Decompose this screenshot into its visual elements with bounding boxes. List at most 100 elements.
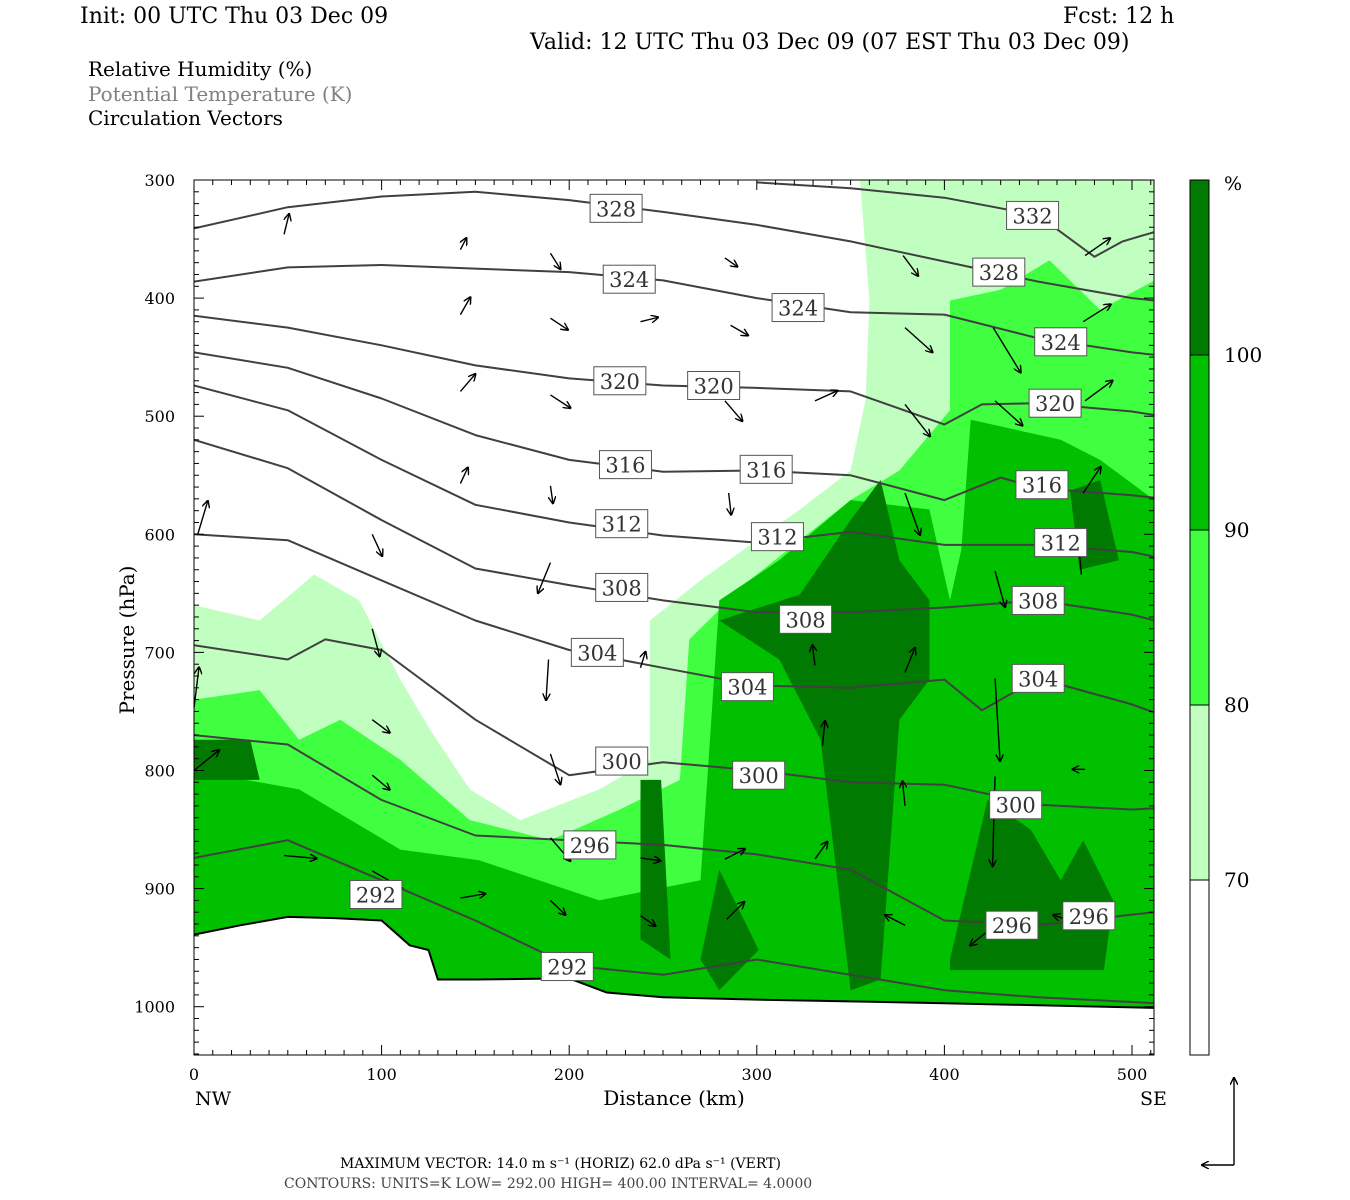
contour-label-box [563, 830, 617, 860]
contour-label-box [985, 910, 1039, 940]
forecast-hour: Fcst: 12 h [1063, 4, 1175, 29]
colorbar: % 70 80 90 100 [1189, 173, 1262, 1056]
contour-label-box [349, 880, 403, 910]
contour-label-box [598, 450, 652, 480]
y-tick-label: 700 [144, 643, 175, 662]
rh-region-90 [194, 419, 1154, 1055]
circulation-vector [640, 915, 655, 926]
circulation-vector [903, 781, 906, 807]
circulation-vector [1084, 238, 1110, 257]
contour-label-328: 328 [596, 197, 636, 221]
circulation-vector [904, 492, 920, 535]
contour-label-324: 324 [778, 297, 818, 321]
valid-time: Valid: 12 UTC Thu 03 Dec 09 (07 EST Thu … [530, 30, 1130, 55]
circulation-vector [550, 317, 568, 330]
contour-label-box [595, 509, 649, 539]
colorbar-segment [1189, 704, 1210, 881]
contour-label-320: 320 [694, 374, 734, 398]
contour-label-box [1062, 901, 1116, 931]
contour-label-328: 328 [979, 261, 1019, 285]
contour-label-box [972, 257, 1026, 287]
colorbar-unit: % [1224, 173, 1242, 195]
contour-label-box [1011, 585, 1065, 615]
circulation-vector [640, 858, 660, 861]
circulation-vector [538, 562, 552, 593]
circulation-vector [197, 501, 208, 535]
x-tick-label: 500 [1117, 1065, 1148, 1084]
contour-label-box [1006, 200, 1060, 230]
y-tick-label: 300 [144, 171, 175, 190]
contour-label-296: 296 [570, 834, 610, 858]
circulation-vector [640, 317, 658, 321]
contour-label-300: 300 [739, 764, 779, 788]
circulation-vector [283, 856, 317, 859]
contour-label-box [989, 790, 1043, 820]
circulation-vector [550, 485, 553, 503]
colorbar-label: 70 [1224, 868, 1249, 892]
contour-label-box [595, 746, 649, 776]
contour-label-box [593, 366, 647, 396]
x-tick-label: 100 [366, 1065, 397, 1084]
isentrope-292 [194, 839, 1154, 1005]
x-tick-label: 0 [189, 1065, 199, 1084]
contour-label-312: 312 [602, 513, 642, 537]
contour-label-296: 296 [992, 914, 1032, 938]
circulation-vector [994, 678, 1000, 761]
nw-label: NW [195, 1088, 232, 1110]
contour-label-292: 292 [547, 956, 587, 980]
circulation-vector [729, 492, 732, 515]
y-tick-label: 500 [144, 407, 175, 426]
contour-label-box [595, 572, 649, 602]
legend-rh: Relative Humidity (%) [88, 57, 313, 81]
circulation-vector [812, 645, 815, 666]
reference-vector-legend [1202, 1078, 1234, 1165]
circulation-vector [992, 327, 1021, 373]
circulation-vector [994, 570, 1005, 607]
contour-label-324: 324 [609, 268, 649, 292]
contour-label-box [589, 193, 643, 223]
y-tick-label: 900 [144, 880, 175, 899]
colorbar-segment [1189, 179, 1210, 356]
circulation-vector [814, 391, 838, 402]
contour-label-316: 316 [605, 454, 645, 478]
contour-label-304: 304 [727, 676, 767, 700]
rh-region-100 [719, 480, 930, 991]
circulation-vector [371, 719, 390, 733]
isentrope-296 [194, 734, 1154, 927]
rh-region-100 [194, 739, 260, 780]
circulation-vector [459, 374, 475, 392]
x-tick-label: 400 [929, 1065, 960, 1084]
contour-label-308: 308 [786, 608, 826, 632]
circulation-vector [550, 394, 570, 408]
contour-label-312: 312 [1041, 532, 1081, 556]
circulation-vector [371, 628, 380, 657]
y-tick-label: 400 [144, 289, 175, 308]
below-ground-mask [194, 916, 1154, 1055]
legend-theta: Potential Temperature (K) [88, 82, 353, 106]
x-tick-label: 300 [742, 1065, 773, 1084]
contour-label-300: 300 [602, 750, 642, 774]
circulation-vector [371, 534, 382, 556]
contour-label-308: 308 [1018, 589, 1058, 613]
circulation-vector [724, 257, 738, 267]
circulation-vector [904, 648, 915, 673]
circulation-vector [283, 214, 289, 235]
rh-region-100 [700, 869, 759, 991]
contour-label-box [720, 672, 774, 702]
plot-frame [193, 179, 1155, 1056]
circulation-vector [640, 652, 645, 668]
contour-label-box [750, 522, 804, 552]
contour-label-box [1034, 327, 1088, 357]
colorbar-label: 100 [1224, 343, 1262, 367]
circulation-vector [459, 297, 470, 315]
contour-labels: 332 328 328 324 324 324 320 320 320 316 316 316 312 3… [349, 193, 1116, 982]
circulation-vector [459, 468, 468, 484]
y-tick-label: 1000 [134, 998, 175, 1017]
se-label: SE [1140, 1088, 1167, 1110]
x-tick-label: 200 [554, 1065, 585, 1084]
y-tick-label: 600 [144, 525, 175, 544]
circulation-vector [724, 400, 743, 421]
contour-label-292: 292 [356, 884, 396, 908]
isentrope-328 [194, 190, 1154, 302]
